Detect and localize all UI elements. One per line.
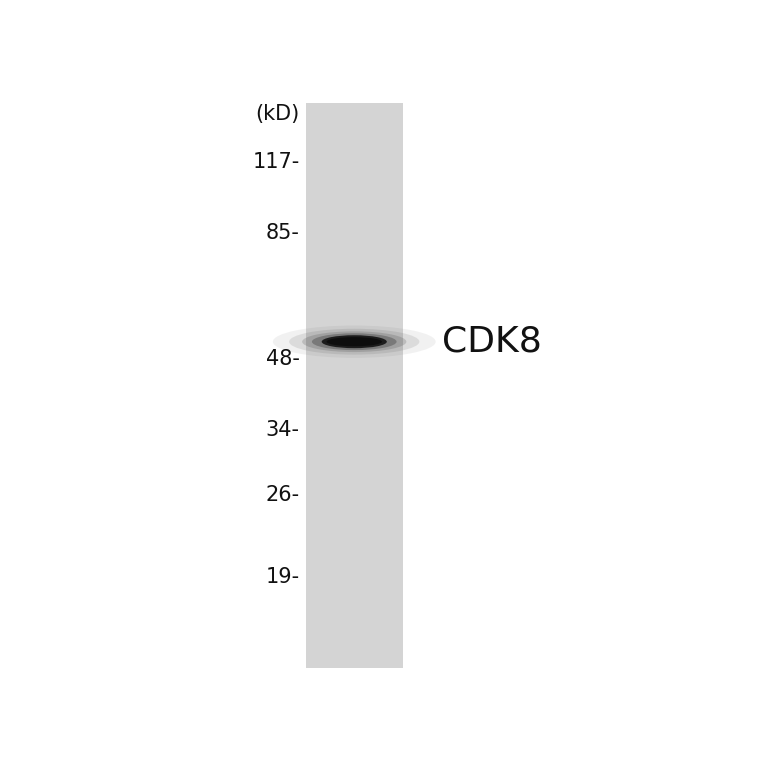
Text: (kD): (kD) — [255, 104, 299, 124]
Text: 26-: 26- — [266, 484, 299, 505]
Text: 48-: 48- — [266, 349, 299, 369]
Ellipse shape — [312, 333, 397, 350]
Text: 34-: 34- — [266, 420, 299, 440]
Text: CDK8: CDK8 — [442, 325, 542, 359]
Text: 19-: 19- — [266, 567, 299, 587]
Ellipse shape — [322, 335, 387, 348]
Text: 85-: 85- — [266, 223, 299, 243]
Ellipse shape — [326, 337, 382, 346]
Bar — [306, 103, 403, 668]
Text: 117-: 117- — [253, 152, 299, 172]
Ellipse shape — [289, 329, 419, 354]
Ellipse shape — [273, 325, 435, 358]
Ellipse shape — [302, 332, 406, 352]
